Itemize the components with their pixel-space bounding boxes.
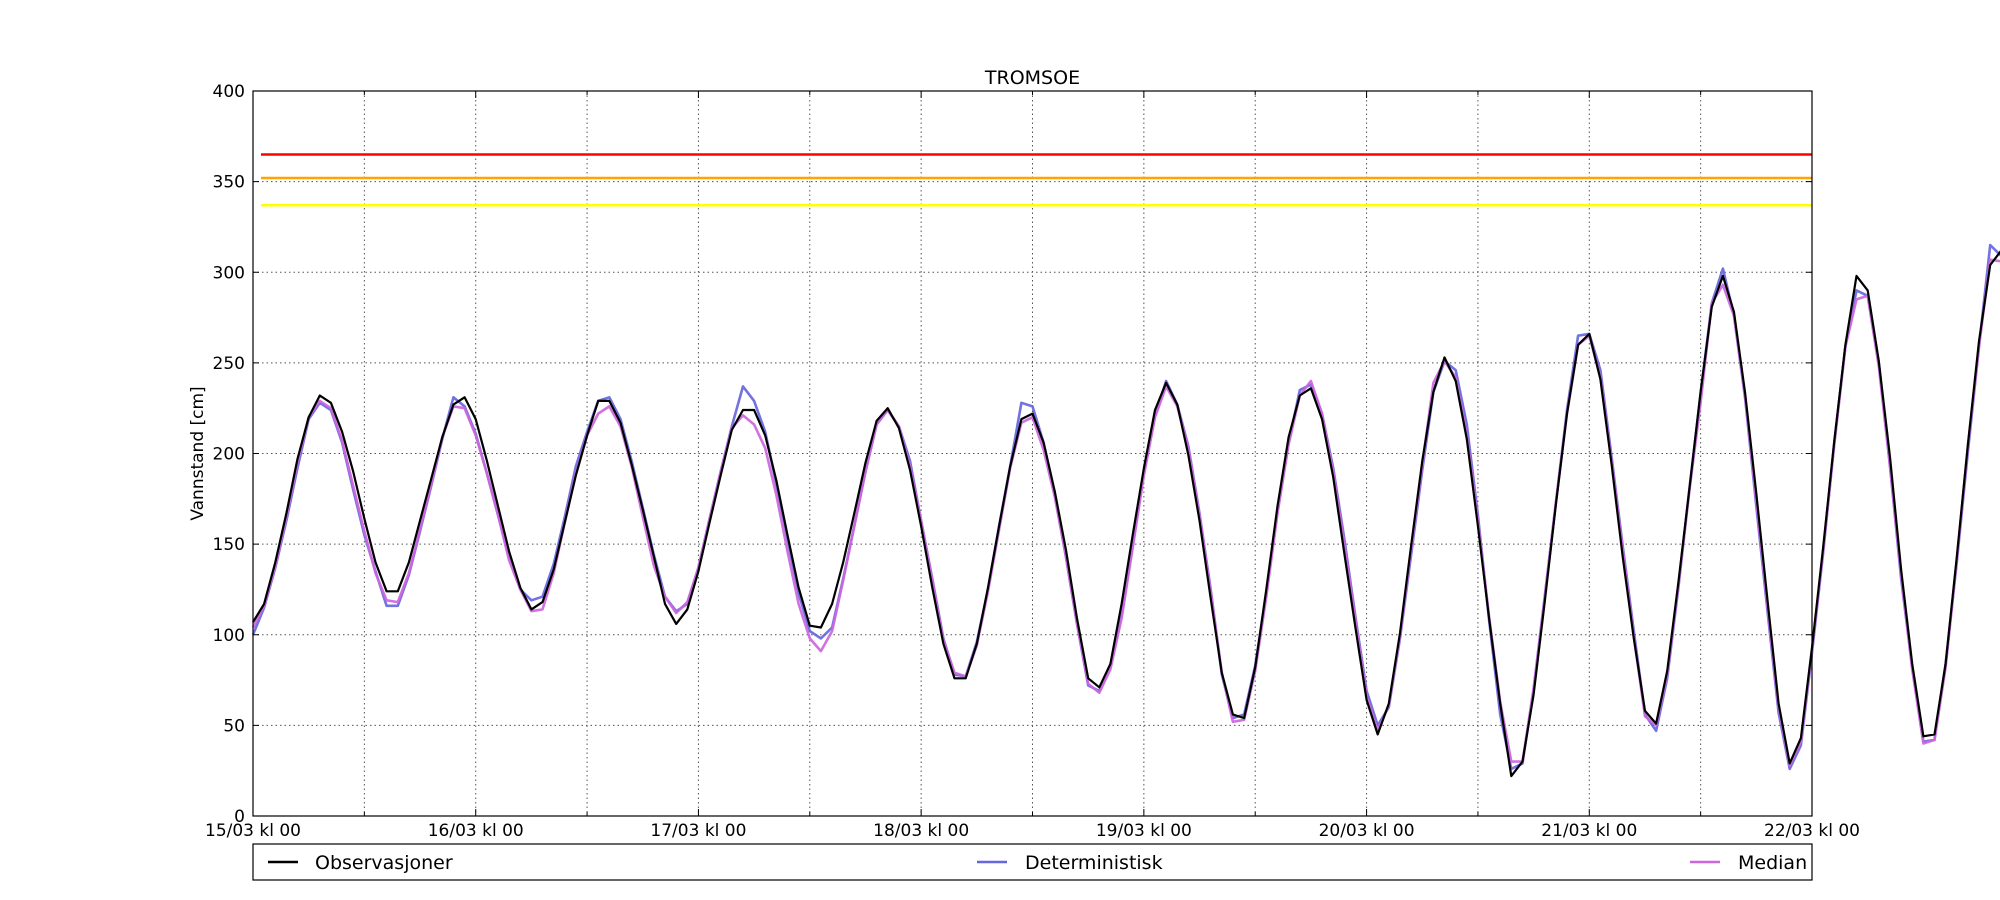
legend-box xyxy=(252,843,1813,881)
axis-ticks: 0 50 100 150 200 250 300 350 400 15/03 kl 00 16/03… xyxy=(205,82,1860,841)
chart-title: TROMSOE xyxy=(984,67,1080,89)
y-tick-label: 300 xyxy=(213,263,245,283)
legend-label: Observasjoner xyxy=(315,852,453,874)
x-tick-label: 19/03 kl 00 xyxy=(1096,821,1192,841)
x-tick-label: 17/03 kl 00 xyxy=(650,821,746,841)
x-tick-label: 22/03 kl 00 xyxy=(1764,821,1860,841)
y-tick-label: 50 xyxy=(223,716,245,736)
y-tick-label: 100 xyxy=(213,626,245,646)
x-tick-label: 21/03 kl 00 xyxy=(1541,821,1637,841)
x-tick-label: 15/03 kl 00 xyxy=(205,821,301,841)
series-line-observasjoner xyxy=(252,250,2000,778)
x-tick-label: 18/03 kl 00 xyxy=(873,821,969,841)
y-tick-label: 350 xyxy=(213,173,245,193)
y-axis-label: Vannstand [cm] xyxy=(188,386,208,520)
legend-label: Median xyxy=(1738,852,1807,874)
y-tick-label: 0 xyxy=(234,807,245,827)
grid-lines xyxy=(253,91,1812,816)
x-tick-label: 20/03 kl 00 xyxy=(1319,821,1415,841)
y-tick-label: 150 xyxy=(213,535,245,555)
legend-label: Deterministisk xyxy=(1025,852,1163,874)
series-lines xyxy=(251,243,2000,778)
series-line-deterministisk xyxy=(251,243,2000,771)
y-tick-label: 250 xyxy=(213,354,245,374)
x-tick-label: 16/03 kl 00 xyxy=(428,821,524,841)
threshold-lines xyxy=(261,153,1812,207)
legend: Observasjoner Deterministisk Median xyxy=(252,843,1813,881)
y-tick-label: 200 xyxy=(213,445,245,465)
y-tick-label: 400 xyxy=(213,82,245,102)
